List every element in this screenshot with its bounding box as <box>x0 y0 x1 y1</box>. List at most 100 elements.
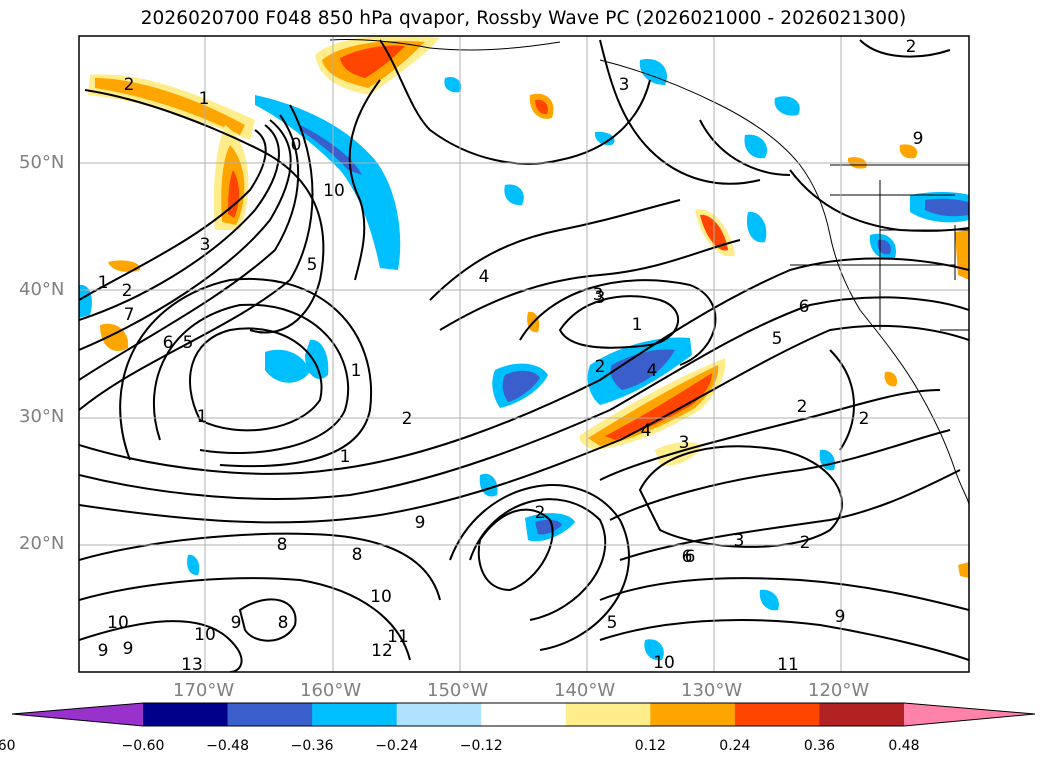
contour-label: 9 <box>415 513 426 533</box>
gridlines <box>79 36 969 672</box>
negative-anomaly <box>255 95 401 270</box>
colorbar-segment <box>481 703 567 726</box>
positive-anomaly <box>955 230 969 280</box>
colorbar-segment <box>396 703 482 726</box>
contour-label: 12 <box>371 641 393 661</box>
contour-label: 6 <box>682 547 693 567</box>
contour-label: 0 <box>291 135 302 155</box>
contour-label: 5 <box>183 333 194 353</box>
contour-label: 3 <box>679 433 690 453</box>
colorbar-outline <box>11 702 1036 727</box>
lon-label: 140°W <box>554 680 616 701</box>
contour-label: 2 <box>595 357 606 377</box>
lon-label: 120°W <box>808 680 870 701</box>
contour-label: 3 <box>595 288 606 308</box>
lon-label: 160°W <box>300 680 362 701</box>
contour-label: 5 <box>307 255 318 275</box>
negative-anomaly <box>877 239 891 255</box>
plot-title: 2026020700 F048 850 hPa qvapor, Rossby W… <box>140 8 907 29</box>
contour-label: 13 <box>181 655 203 675</box>
lon-label: 130°W <box>681 680 743 701</box>
contour-label: 3 <box>593 285 604 305</box>
colorbar-tick-label: −0.24 <box>375 738 419 754</box>
negative-anomaly <box>79 284 92 318</box>
lat-label: 50°N <box>19 152 65 173</box>
negative-anomaly <box>504 184 524 206</box>
negative-anomaly <box>639 59 668 85</box>
contour-label: 11 <box>777 655 799 675</box>
colorbar-segment <box>734 703 820 726</box>
contour-label: 10 <box>370 587 392 607</box>
contour-label: 7 <box>124 305 135 325</box>
colorbar-segment <box>227 703 313 726</box>
positive-anomaly <box>108 260 141 272</box>
contour-label: 9 <box>123 639 134 659</box>
contour-label: 9 <box>231 613 242 633</box>
colorbar-extend-low <box>12 703 143 726</box>
contour-label: 1 <box>340 447 351 467</box>
negative-anomaly <box>759 589 779 611</box>
contour-label: 2 <box>800 533 811 553</box>
contour-label: 1 <box>199 89 210 109</box>
positive-anomaly <box>100 323 129 352</box>
contour-label: 6 <box>163 333 174 353</box>
contour-label: 4 <box>641 421 652 441</box>
contour-labels: 2 1 0 3 1 2 3 4 5 6 1 2 7 6 5 1 2 1 2 3 … <box>98 37 924 675</box>
lon-label: 150°W <box>427 680 489 701</box>
negative-anomaly <box>746 211 767 243</box>
positive-anomaly <box>605 373 712 440</box>
negative-anomaly <box>305 339 329 379</box>
contour-label: 10 <box>107 613 129 633</box>
colorbar-segment <box>650 703 736 726</box>
lon-label: 170°W <box>173 680 235 701</box>
negative-anomaly <box>187 554 200 576</box>
colorbar-extend-high <box>904 703 1035 726</box>
colorbar-segment <box>819 703 905 726</box>
colorbar-tick-label: 0.60 <box>0 738 16 754</box>
colorbar-tick-label: 0.12 <box>634 738 666 754</box>
positive-anomaly <box>535 99 548 115</box>
contour-label: 10 <box>194 625 216 645</box>
contour-label: 6 <box>799 297 810 317</box>
positive-anomaly <box>899 144 918 159</box>
colorbar-tick-label: 0.36 <box>803 738 836 754</box>
contour-label: 1 <box>351 361 362 381</box>
negative-anomaly <box>925 198 969 217</box>
contour-label: 4 <box>647 361 658 381</box>
colorbar-tick-label: −0.48 <box>206 738 249 754</box>
contour-label: 5 <box>607 613 618 633</box>
negative-anomaly <box>444 76 462 93</box>
contour-label: 2 <box>797 397 808 417</box>
contour-label: 3 <box>734 531 745 551</box>
plot-frame <box>78 35 970 673</box>
contour-label: 6 <box>685 547 696 567</box>
colorbar-tick-label: −0.60 <box>121 738 165 754</box>
colorbar <box>11 702 1036 727</box>
contour-label: 9 <box>835 607 846 627</box>
contour-label: 4 <box>479 267 490 287</box>
contour-label: 2 <box>906 37 917 57</box>
contour-label: 2 <box>124 75 135 95</box>
lat-label: 20°N <box>19 533 65 554</box>
contour-label: 11 <box>387 627 409 647</box>
negative-anomaly <box>744 134 768 159</box>
positive-anomaly <box>95 78 245 135</box>
contour-label: 1 <box>197 407 208 427</box>
colorbar-segment <box>312 703 398 726</box>
coastlines <box>329 38 969 506</box>
negative-anomaly <box>774 96 800 116</box>
contour-label: 5 <box>772 329 783 349</box>
colorbar-segment <box>143 703 229 726</box>
negative-anomaly <box>610 349 675 390</box>
contour-label: 2 <box>402 409 413 429</box>
negative-anomaly <box>594 131 615 146</box>
contour-label: 1 <box>98 273 109 293</box>
contour-label: 2 <box>859 409 870 429</box>
lat-label: 40°N <box>19 279 65 300</box>
contour-label: 8 <box>277 535 288 555</box>
contour-label: 9 <box>913 129 924 149</box>
contour-label: 3 <box>200 235 211 255</box>
contour-label: 9 <box>98 641 109 661</box>
contour-label: 1 <box>632 315 643 335</box>
contour-label: 8 <box>352 545 363 565</box>
